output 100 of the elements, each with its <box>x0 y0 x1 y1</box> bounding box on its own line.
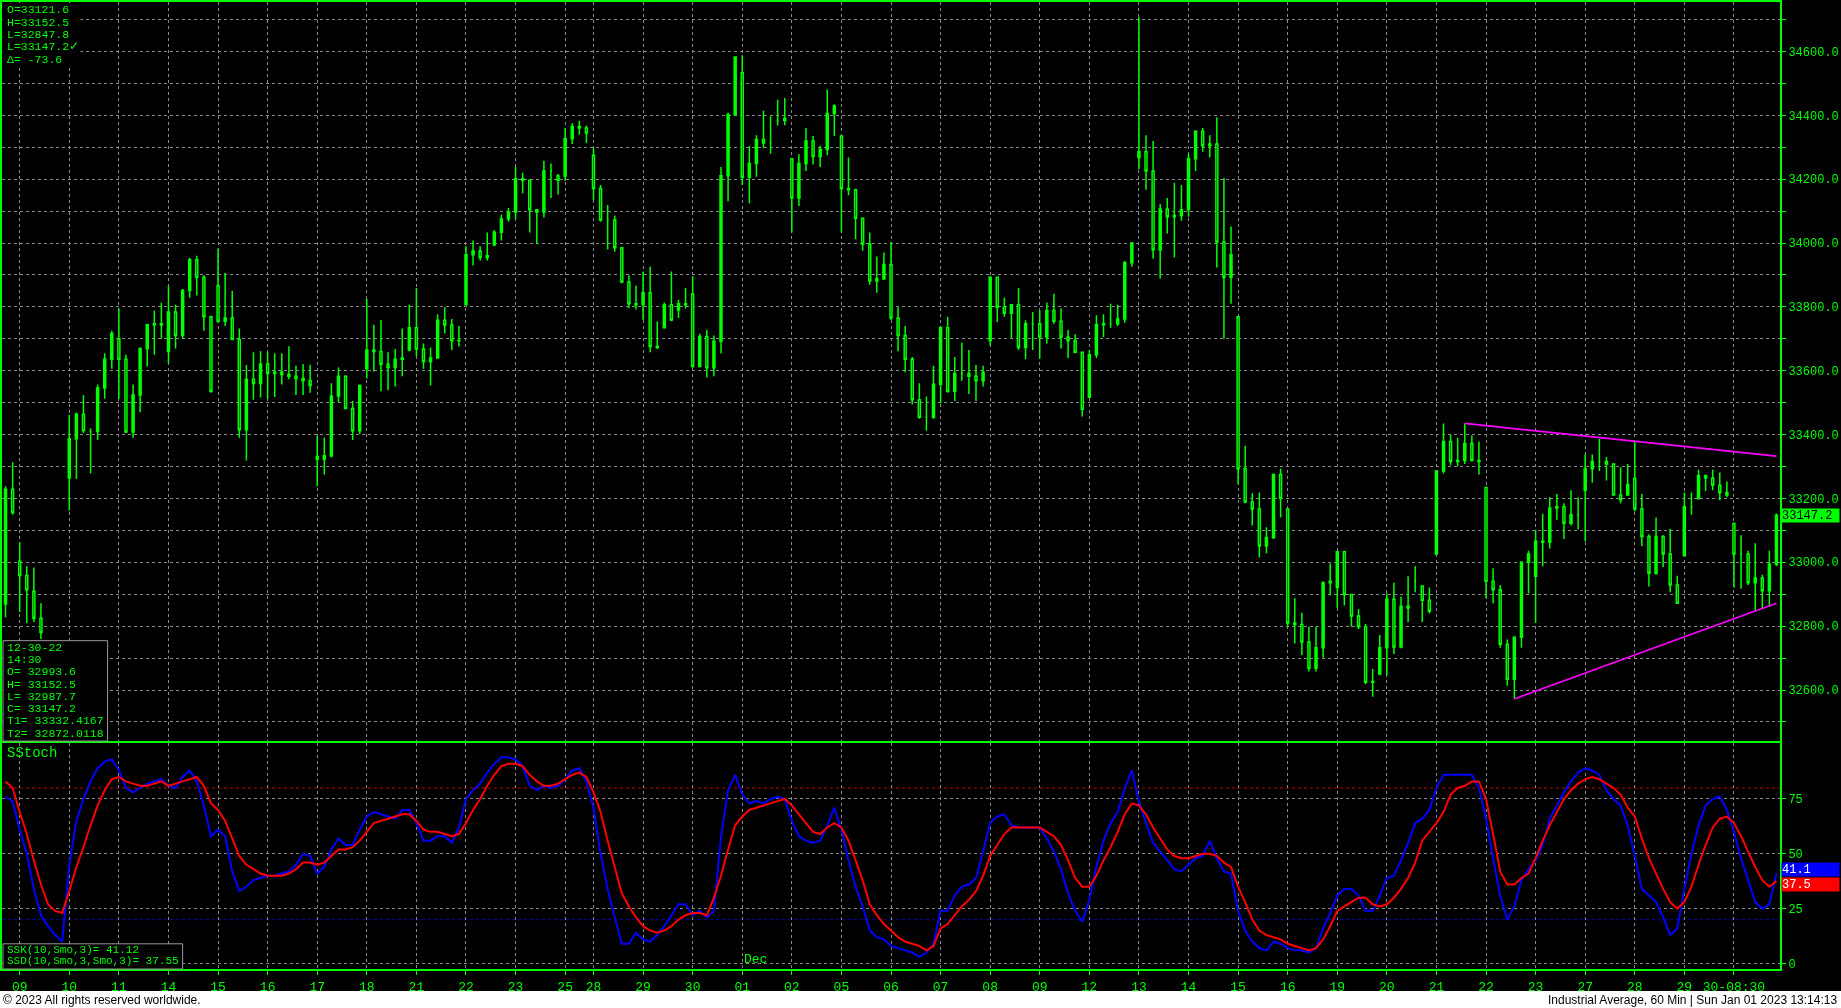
candlestick <box>81 394 86 434</box>
candlestick <box>1059 307 1063 350</box>
y-tick-label: 75 <box>1788 793 1803 808</box>
candlestick <box>896 306 900 353</box>
candlestick <box>613 214 617 253</box>
candlestick <box>223 272 227 327</box>
candlestick <box>520 172 525 194</box>
y-tick-label: 34000.0 <box>1788 237 1839 252</box>
candlestick <box>32 566 36 623</box>
candlestick <box>294 364 298 396</box>
x-tick-label: 13 <box>1131 979 1147 995</box>
y-tick-label: 50 <box>1788 848 1803 863</box>
y-tick-label: 32800.0 <box>1788 620 1839 635</box>
candlestick <box>1172 181 1177 259</box>
candlestick <box>1158 203 1162 280</box>
candlestick <box>414 287 419 357</box>
candlestick <box>527 179 532 234</box>
candlestick <box>669 270 674 323</box>
x-tick-label: 14 <box>160 979 177 995</box>
candlestick <box>74 411 79 480</box>
candlestick <box>1625 463 1630 496</box>
candlestick <box>1703 475 1708 492</box>
y-tick-label: 25 <box>1788 902 1803 917</box>
candlestick <box>1767 550 1772 608</box>
candlestick <box>719 166 723 354</box>
candlestick <box>379 319 383 392</box>
candlestick <box>131 383 135 439</box>
candlestick <box>818 144 822 168</box>
candlestick <box>1427 586 1432 615</box>
x-tick-label: 29 <box>635 979 651 995</box>
annotation: Dec <box>744 952 768 967</box>
y-tick-label: 33200.0 <box>1788 492 1839 507</box>
y-tick-label: 33000.0 <box>1788 556 1839 571</box>
candlestick <box>513 166 518 220</box>
x-tick-label: 06 <box>883 979 899 995</box>
candlestick <box>1208 134 1212 159</box>
candlestick <box>365 298 369 380</box>
candlestick <box>974 364 978 402</box>
y-tick-label: 34600.0 <box>1788 45 1839 60</box>
candlestick <box>1250 492 1255 527</box>
y-tick-label: 34200.0 <box>1788 173 1839 188</box>
candlestick <box>988 275 992 346</box>
data-label: 41.1 <box>1782 862 1811 877</box>
candlestick <box>1604 456 1609 482</box>
candlestick <box>1094 314 1099 359</box>
candlestick <box>953 356 957 402</box>
x-tick-label: 11 <box>111 979 127 995</box>
candlestick <box>1278 468 1283 519</box>
x-tick-label: 21 <box>408 979 425 995</box>
x-tick-label: 19 <box>1329 979 1346 995</box>
candlestick <box>17 541 22 613</box>
candlestick <box>1356 608 1361 630</box>
candlestick <box>265 351 270 400</box>
candlestick <box>882 251 886 281</box>
candlestick <box>620 247 624 285</box>
x-tick-label: 23 <box>507 979 524 995</box>
candlestick <box>1193 129 1198 172</box>
candlestick <box>457 325 461 348</box>
candlestick <box>1300 611 1304 656</box>
x-tick-label: 12 <box>1081 979 1098 995</box>
candlestick <box>258 350 263 399</box>
candlestick <box>1470 434 1474 463</box>
x-tick-label: 02 <box>784 979 800 995</box>
candlestick <box>173 303 178 350</box>
candlestick <box>740 54 744 186</box>
candlestick <box>995 275 999 323</box>
candlestick <box>1654 516 1658 576</box>
candlestick <box>1314 626 1318 673</box>
candlestick <box>1590 453 1595 484</box>
y-tick-label: 33400.0 <box>1788 428 1839 443</box>
candlestick <box>145 323 149 368</box>
candlestick <box>1243 445 1247 504</box>
x-tick-label: 16 <box>259 979 276 995</box>
candlestick <box>216 248 220 324</box>
candlestick <box>641 270 645 321</box>
candlestick <box>1130 241 1134 268</box>
candlestick <box>308 363 312 394</box>
candlestick <box>1307 626 1311 673</box>
candlestick <box>825 88 829 156</box>
candlestick <box>124 354 128 434</box>
candlestick <box>889 241 893 321</box>
candlestick <box>967 349 971 395</box>
candlestick <box>471 239 475 267</box>
candlestick <box>924 395 929 432</box>
x-tick-label: 21 <box>1428 979 1445 995</box>
candlestick <box>1264 526 1269 555</box>
candlestick <box>775 98 780 127</box>
candlestick <box>563 127 567 182</box>
candlestick <box>605 204 610 251</box>
candlestick <box>1555 493 1559 521</box>
candlestick <box>768 115 773 155</box>
x-tick-label: 29 <box>1676 979 1693 995</box>
candlestick <box>917 382 922 420</box>
candlestick <box>464 245 468 306</box>
candlestick <box>1668 528 1672 594</box>
x-tick-label: 22 <box>1478 979 1494 995</box>
x-tick-label: 16 <box>1279 979 1296 995</box>
x-tick-label: 15 <box>210 979 226 995</box>
candlestick <box>1633 441 1637 513</box>
candlestick <box>428 346 433 387</box>
